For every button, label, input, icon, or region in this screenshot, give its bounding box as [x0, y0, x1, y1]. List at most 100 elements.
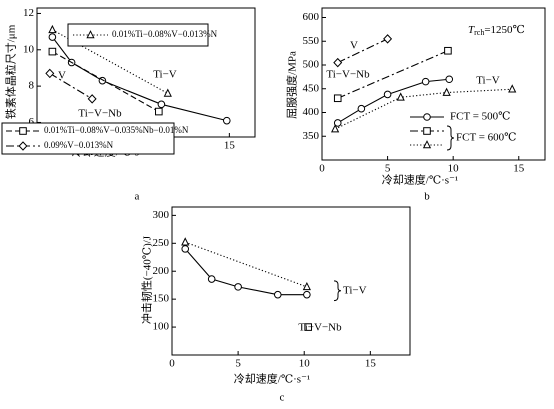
- y-axis-label: 屈服强度/MPa: [285, 51, 299, 119]
- y-tick-label: 400: [303, 106, 320, 118]
- x-tick-label: 0: [169, 358, 175, 370]
- marker: [86, 30, 95, 39]
- brace: [446, 125, 455, 151]
- series-label: Ti−V−Nb: [78, 108, 122, 120]
- series-line: [184, 248, 307, 296]
- marker: [48, 47, 57, 56]
- annotation-subscript: rch: [474, 28, 484, 37]
- marker: [445, 75, 454, 84]
- marker: [333, 57, 343, 68]
- group-label: Ti−V: [343, 284, 367, 296]
- x-tick-label: 5: [385, 163, 391, 175]
- series-line: [337, 38, 388, 64]
- series-label: V: [58, 70, 66, 82]
- brace: [333, 280, 342, 302]
- marker: [18, 141, 28, 151]
- marker: [155, 107, 163, 116]
- marker: [273, 290, 282, 299]
- y-tick-label: 350: [303, 130, 320, 142]
- marker: [423, 127, 431, 135]
- marker: [383, 90, 392, 99]
- marker: [45, 68, 55, 79]
- legend-box: [67, 23, 209, 47]
- plot-frame: [171, 206, 411, 356]
- series-line: [52, 29, 169, 94]
- marker: [181, 245, 190, 253]
- marker: [181, 237, 190, 246]
- marker: [303, 290, 311, 299]
- y-tick-label: 8: [29, 80, 35, 92]
- y-tick-label: 100: [153, 321, 170, 333]
- x-tick-label: 5: [235, 358, 241, 370]
- y-tick-label: 250: [153, 237, 170, 249]
- panel-label: c: [280, 392, 285, 404]
- marker: [87, 94, 97, 104]
- marker: [48, 24, 57, 34]
- x-tick-label: 10: [448, 163, 460, 175]
- legend-text: FCT = 600℃: [456, 132, 516, 144]
- marker: [19, 127, 27, 135]
- marker: [357, 104, 366, 113]
- marker: [333, 94, 342, 103]
- y-tick-label: 150: [153, 293, 170, 305]
- x-tick-label: 15: [224, 140, 236, 152]
- series-label: Ti−V: [476, 75, 500, 87]
- y-axis-label: 铁素体晶粒尺寸/μm: [4, 24, 18, 119]
- marker: [444, 46, 452, 55]
- series-line: [52, 51, 160, 113]
- x-axis-label: 冷却速度/℃·s⁻¹: [382, 173, 458, 187]
- marker: [442, 87, 451, 96]
- y-tick-label: 550: [303, 35, 320, 47]
- marker: [234, 283, 242, 291]
- marker: [422, 140, 432, 149]
- y-tick-label: 200: [153, 265, 170, 277]
- series-label: Ti−V−Nb: [298, 322, 342, 334]
- y-tick-label: 500: [303, 59, 320, 71]
- y-tick-label: 12: [23, 7, 34, 19]
- marker: [304, 323, 312, 331]
- legend-text: 0.01%Ti−0.08%V−0.035%Nb−0.01%N: [44, 125, 189, 135]
- marker: [508, 84, 517, 93]
- legend-text: FCT = 500℃: [450, 111, 510, 123]
- marker: [383, 34, 393, 44]
- series-line: [185, 241, 308, 288]
- panel-label: a: [135, 191, 140, 203]
- annotation: Trch=1250℃: [468, 24, 525, 37]
- marker: [423, 113, 431, 121]
- x-axis-label: 冷却速度/℃·s⁻¹: [234, 372, 310, 386]
- series-line: [334, 88, 513, 130]
- y-tick-label: 6: [29, 116, 35, 128]
- marker: [396, 92, 405, 101]
- series-line: [49, 72, 93, 100]
- series-label: Ti−V−Nb: [326, 69, 370, 81]
- y-tick-label: 10: [23, 43, 35, 55]
- marker: [207, 275, 216, 283]
- x-tick-label: 15: [513, 163, 525, 175]
- marker: [48, 33, 57, 41]
- annotation-text: =1250℃: [484, 24, 525, 36]
- x-tick-label: 15: [365, 358, 377, 370]
- series-label: Ti−V: [153, 69, 177, 81]
- y-tick-label: 300: [153, 209, 170, 221]
- marker: [163, 88, 172, 97]
- marker: [333, 119, 342, 127]
- legend-box: [1, 122, 175, 155]
- y-tick-label: 600: [303, 11, 320, 23]
- y-axis-label: 冲击韧性(−40℃)/J: [140, 235, 154, 324]
- series-line: [337, 50, 449, 99]
- marker: [302, 281, 311, 291]
- x-tick-label: 10: [299, 358, 311, 370]
- legend-text: 0.09%V−0.013%N: [44, 140, 114, 150]
- annotation-symbol: T: [468, 24, 475, 36]
- plot-frame: [321, 7, 546, 161]
- x-tick-label: 0: [319, 163, 325, 175]
- marker: [222, 116, 231, 125]
- y-tick-label: 450: [303, 82, 320, 94]
- legend-text: 0.01%Ti−0.08%V−0.013%N: [112, 29, 218, 39]
- marker: [421, 77, 430, 86]
- marker: [157, 100, 166, 109]
- series-label: V: [350, 40, 358, 52]
- panel-label: b: [424, 191, 430, 203]
- marker: [331, 124, 340, 133]
